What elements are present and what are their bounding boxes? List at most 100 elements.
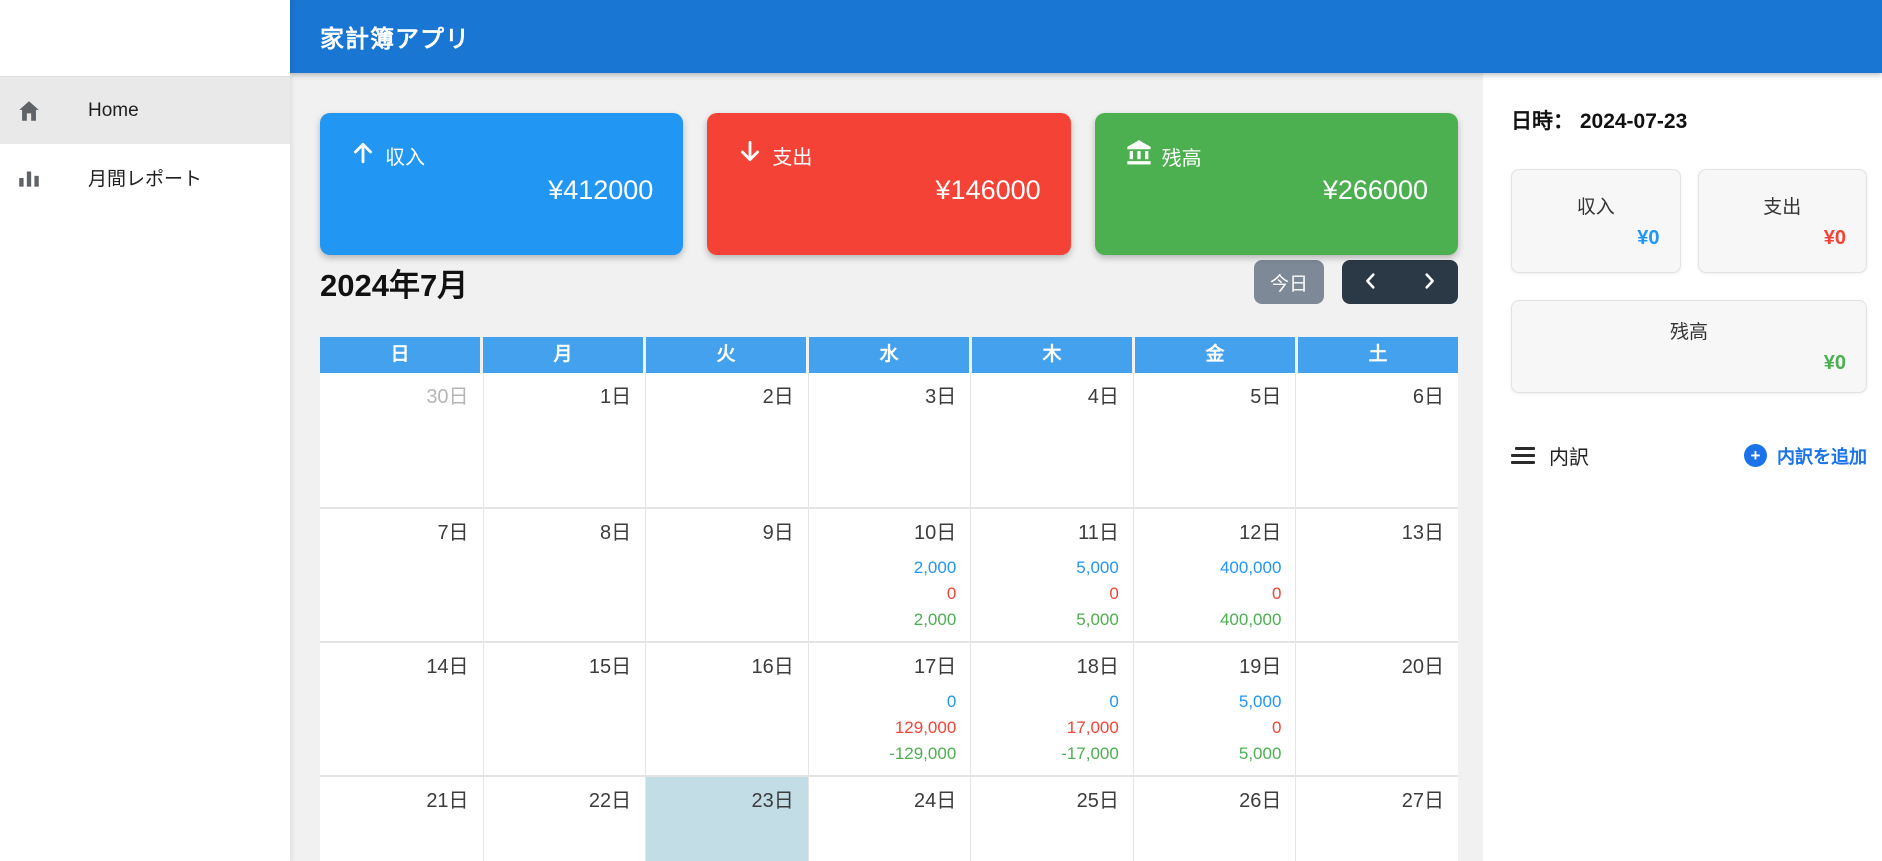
cell-date: 10日 — [914, 522, 957, 544]
cell-date: 2日 — [762, 386, 794, 408]
cell-date: 11日 — [1078, 522, 1119, 544]
calendar-cell[interactable]: 5日 — [1132, 373, 1296, 507]
home-icon — [16, 98, 42, 124]
cell-date: 16日 — [751, 656, 794, 678]
cell-date: 27日 — [1401, 790, 1444, 812]
weekday-header-cell: 木 — [972, 337, 1132, 373]
cell-income: 2,000 — [913, 558, 957, 577]
calendar-cell[interactable]: 27日 — [1295, 777, 1458, 861]
calendar-cell[interactable]: 26日 — [1132, 777, 1296, 861]
cell-date: 5日 — [1250, 386, 1282, 408]
cell-income: 400,000 — [1219, 558, 1282, 577]
calendar-cell[interactable]: 24日 — [807, 777, 971, 861]
panel-income-card: 収入 ¥0 — [1511, 169, 1681, 273]
app-title: 家計簿アプリ — [320, 26, 470, 53]
cell-values: 400,000 0 400,000 — [1142, 555, 1282, 633]
cell-balance: 2,000 — [913, 610, 957, 629]
panel-income-value: ¥0 — [1637, 227, 1660, 249]
sidebar: Home 月間レポート — [0, 0, 290, 861]
calendar-cell[interactable]: 22日 — [482, 777, 646, 861]
prev-month-button[interactable] — [1360, 270, 1382, 295]
calendar-toolbar: 2024年7月 今日 — [320, 257, 1458, 307]
chevron-right-icon — [1418, 270, 1440, 295]
calendar-cell[interactable]: 21日 — [320, 777, 483, 861]
app-header: 家計簿アプリ — [290, 0, 1882, 73]
calendar-cell[interactable]: 7日 — [320, 509, 483, 641]
cell-income: 0 — [1109, 692, 1119, 711]
panel-expense-card: 支出 ¥0 — [1697, 169, 1867, 273]
calendar-cell[interactable]: 30日 — [320, 373, 483, 507]
cell-expense: 0 — [1109, 584, 1119, 603]
cell-date: 21日 — [426, 790, 469, 812]
sidebar-item-label: 月間レポート — [88, 169, 203, 190]
cell-expense: 0 — [946, 584, 957, 603]
calendar-week: 7日 8日 9日 10日 2,000 0 2,000 11日 5,000 0 5,000 12日 400… — [320, 507, 1458, 641]
calendar-cell[interactable]: 10日 2,000 0 2,000 — [807, 509, 971, 641]
calendar-cell[interactable]: 18日 0 17,000 -17,000 — [970, 643, 1133, 775]
calendar: 日月火水木金土 30日 1日 2日 3日 4日 5日 6日 7日 8日 9日 10日 2,000 0 2,… — [320, 337, 1458, 861]
bar-chart-icon — [16, 165, 42, 191]
weekday-header-cell: 日 — [320, 337, 480, 373]
calendar-cell[interactable]: 4日 — [970, 373, 1133, 507]
arrow-up-icon — [350, 139, 376, 171]
cell-values: 5,000 0 5,000 — [1142, 689, 1282, 767]
cell-balance: 400,000 — [1219, 610, 1282, 629]
plus-icon: + — [1744, 444, 1767, 467]
cell-balance: -17,000 — [1061, 744, 1119, 763]
cell-date: 13日 — [1401, 522, 1444, 544]
calendar-week: 30日 1日 2日 3日 4日 5日 6日 — [320, 373, 1458, 507]
calendar-cell[interactable]: 23日 — [645, 777, 808, 861]
cell-income: 5,000 — [1238, 692, 1282, 711]
calendar-body: 30日 1日 2日 3日 4日 5日 6日 7日 8日 9日 10日 2,000 0 2,000 11日 5,… — [320, 373, 1458, 861]
balance-card-label: 残高 — [1161, 147, 1202, 170]
income-summary-card: 収入 ¥412000 — [320, 113, 684, 255]
calendar-cell[interactable]: 6日 — [1295, 373, 1458, 507]
calendar-cell[interactable]: 8日 — [482, 509, 646, 641]
calendar-cell[interactable]: 20日 — [1295, 643, 1458, 775]
sidebar-item-label: Home — [88, 99, 139, 121]
cell-date: 24日 — [914, 790, 957, 812]
cell-date: 9日 — [762, 522, 794, 544]
weekday-header-cell: 水 — [809, 337, 969, 373]
cell-date: 7日 — [437, 522, 469, 544]
cell-balance: 5,000 — [1238, 744, 1282, 763]
weekday-header-cell: 土 — [1298, 337, 1458, 373]
calendar-cell[interactable]: 19日 5,000 0 5,000 — [1132, 643, 1296, 775]
cell-values: 2,000 0 2,000 — [817, 555, 957, 633]
today-button[interactable]: 今日 — [1254, 260, 1324, 304]
panel-balance-value: ¥0 — [1823, 352, 1846, 374]
sidebar-item-home[interactable]: Home — [0, 77, 290, 144]
calendar-cell[interactable]: 9日 — [645, 509, 808, 641]
calendar-cell[interactable]: 2日 — [645, 373, 808, 507]
income-card-label: 収入 — [385, 146, 425, 169]
cell-date: 30日 — [426, 386, 469, 408]
calendar-title: 2024年7月 — [320, 267, 469, 303]
weekday-header-cell: 月 — [483, 337, 643, 373]
cell-date: 19日 — [1239, 656, 1282, 678]
cell-date: 6日 — [1412, 386, 1444, 408]
calendar-cell[interactable]: 1日 — [482, 373, 646, 507]
calendar-cell[interactable]: 16日 — [645, 643, 808, 775]
weekday-header-row: 日月火水木金土 — [320, 337, 1458, 373]
calendar-cell[interactable]: 11日 5,000 0 5,000 — [970, 509, 1133, 641]
cell-expense: 129,000 — [894, 718, 957, 737]
calendar-cell[interactable]: 12日 400,000 0 400,000 — [1132, 509, 1296, 641]
cell-income: 5,000 — [1076, 558, 1119, 577]
balance-summary-card: 残高 ¥266000 — [1094, 113, 1458, 255]
calendar-cell[interactable]: 17日 0 129,000 -129,000 — [807, 643, 971, 775]
calendar-cell[interactable]: 15日 — [482, 643, 646, 775]
calendar-week: 21日 22日 23日 24日 25日 26日 27日 — [320, 775, 1458, 861]
calendar-cell[interactable]: 25日 — [970, 777, 1133, 861]
panel-expense-label: 支出 — [1763, 197, 1802, 218]
sidebar-item-report[interactable]: 月間レポート — [0, 144, 290, 211]
calendar-cell[interactable]: 14日 — [320, 643, 483, 775]
add-breakdown-button[interactable]: + 内訳を追加 — [1744, 443, 1867, 469]
expense-summary-card: 支出 ¥146000 — [707, 113, 1071, 255]
next-month-button[interactable] — [1418, 270, 1440, 295]
cell-expense: 0 — [1271, 584, 1282, 603]
detail-panel: 日時： 2024-07-23 収入 ¥0 支出 ¥0 残高 ¥0 内訳 + 内訳… — [1483, 73, 1882, 861]
calendar-cell[interactable]: 13日 — [1295, 509, 1458, 641]
cell-date: 26日 — [1239, 790, 1282, 812]
calendar-cell[interactable]: 3日 — [807, 373, 971, 507]
